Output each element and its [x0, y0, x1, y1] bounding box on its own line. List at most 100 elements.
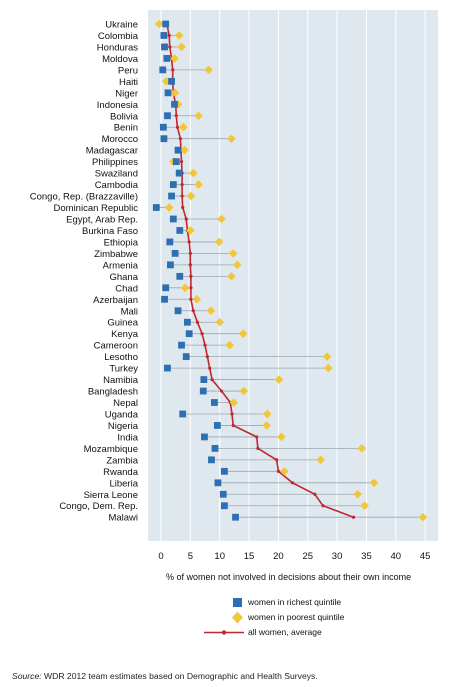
average-point	[181, 205, 185, 210]
y-tick-label: India	[117, 432, 138, 443]
legend-item-poorest: women in poorest quintile	[200, 610, 344, 625]
poorest-diamond	[170, 88, 180, 98]
poorest-diamond	[262, 409, 272, 419]
poorest-diamond	[164, 203, 174, 212]
richest-square	[164, 89, 172, 97]
poorest-diamond	[186, 191, 196, 201]
average-point	[168, 45, 172, 49]
poorest-diamond	[154, 19, 164, 29]
poorest-diamond	[225, 340, 234, 350]
y-tick-label: Mali	[121, 306, 138, 317]
richest-square	[160, 135, 168, 143]
x-tick-label: 25	[302, 551, 313, 562]
x-axis-label: % of women not involved in decisions abo…	[166, 572, 412, 582]
richest-square	[176, 227, 184, 234]
y-tick-label: Swaziland	[95, 169, 138, 180]
richest-square	[163, 55, 171, 62]
poorest-diamond	[262, 421, 271, 430]
richest-square	[168, 77, 175, 85]
y-tick-label: Bangladesh	[88, 387, 138, 398]
y-tick-label: Lesotho	[104, 352, 138, 363]
richest-square	[172, 158, 180, 166]
legend-label-richest: women in richest quintile	[248, 597, 342, 607]
x-tick-label: 45	[420, 551, 431, 562]
poorest-diamond	[274, 375, 284, 384]
average-point	[188, 263, 192, 267]
plot-area	[148, 10, 438, 541]
poorest-diamond	[360, 501, 369, 511]
y-tick-label: Egypt, Arab Rep.	[66, 214, 138, 225]
x-tick-label: 5	[188, 551, 193, 562]
average-point	[276, 469, 280, 473]
average-point	[313, 492, 317, 496]
y-tick-label: Rwanda	[103, 467, 139, 478]
average-point	[290, 481, 295, 485]
richest-square	[166, 238, 174, 246]
richest-square	[169, 181, 177, 188]
y-tick-label: Ethiopia	[104, 237, 139, 248]
richest-square	[164, 364, 171, 372]
y-tick-label: Philippines	[92, 157, 138, 168]
legend: women in richest quintile women in poore…	[200, 595, 344, 640]
richest-square	[208, 456, 215, 464]
x-tick-label: 0	[158, 551, 163, 562]
average-point	[321, 504, 325, 508]
richest-square	[214, 479, 222, 487]
y-tick-label: Armenia	[103, 260, 139, 271]
richest-square	[201, 433, 208, 441]
richest-square	[159, 66, 167, 74]
richest-square	[211, 444, 219, 452]
legend-label-poorest: women in poorest quintile	[248, 612, 345, 622]
y-tick-label: Peru	[118, 65, 138, 76]
richest-square	[220, 467, 228, 475]
richest-square	[211, 399, 218, 406]
poorest-diamond	[228, 249, 238, 258]
y-tick-label: Azerbaijan	[93, 295, 138, 306]
poorest-diamond	[357, 444, 367, 453]
richest-square	[213, 422, 221, 429]
average-point	[205, 355, 209, 359]
poorest-diamond	[229, 398, 239, 407]
y-tick-label: Honduras	[97, 42, 138, 53]
y-tick-label: Moldova	[102, 54, 139, 65]
y-tick-label: Bolivia	[110, 111, 139, 122]
y-tick-label: Congo, Dem. Rep.	[59, 501, 138, 512]
richest-square	[171, 250, 179, 257]
average-point	[184, 217, 188, 221]
average-point	[275, 458, 279, 462]
y-tick-label: Indonesia	[97, 100, 139, 111]
richest-square	[162, 20, 170, 28]
poorest-diamond	[418, 512, 428, 522]
richest-square	[232, 513, 239, 521]
average-point	[189, 297, 193, 301]
richest-square	[199, 387, 207, 395]
poorest-diamond	[323, 363, 333, 373]
richest-square	[182, 353, 190, 361]
poorest-diamond	[316, 455, 325, 465]
richest-square	[175, 169, 183, 177]
y-tick-label: Malawi	[108, 513, 138, 524]
y-tick-label: Niger	[115, 88, 138, 99]
richest-square	[185, 330, 193, 338]
average-point	[203, 343, 207, 347]
poorest-diamond	[353, 489, 362, 499]
poorest-diamond	[180, 283, 190, 293]
poorest-diamond	[279, 467, 289, 476]
richest-square	[169, 215, 177, 223]
richest-square	[176, 272, 184, 280]
richest-square	[174, 307, 182, 315]
average-point	[189, 286, 193, 290]
average-point	[200, 332, 204, 336]
poorest-diamond	[239, 386, 249, 396]
poorest-diamond	[170, 54, 179, 63]
diamond-marker-icon	[232, 611, 243, 624]
y-tick-label: Dominican Republic	[54, 203, 139, 214]
y-tick-label: Zimbabwe	[94, 249, 138, 260]
square-marker-icon	[233, 598, 242, 607]
average-point	[219, 389, 224, 393]
y-tick-label: Liberia	[109, 478, 138, 489]
average-point	[180, 194, 184, 198]
x-tick-label: 35	[361, 551, 372, 562]
poorest-diamond	[177, 42, 186, 52]
